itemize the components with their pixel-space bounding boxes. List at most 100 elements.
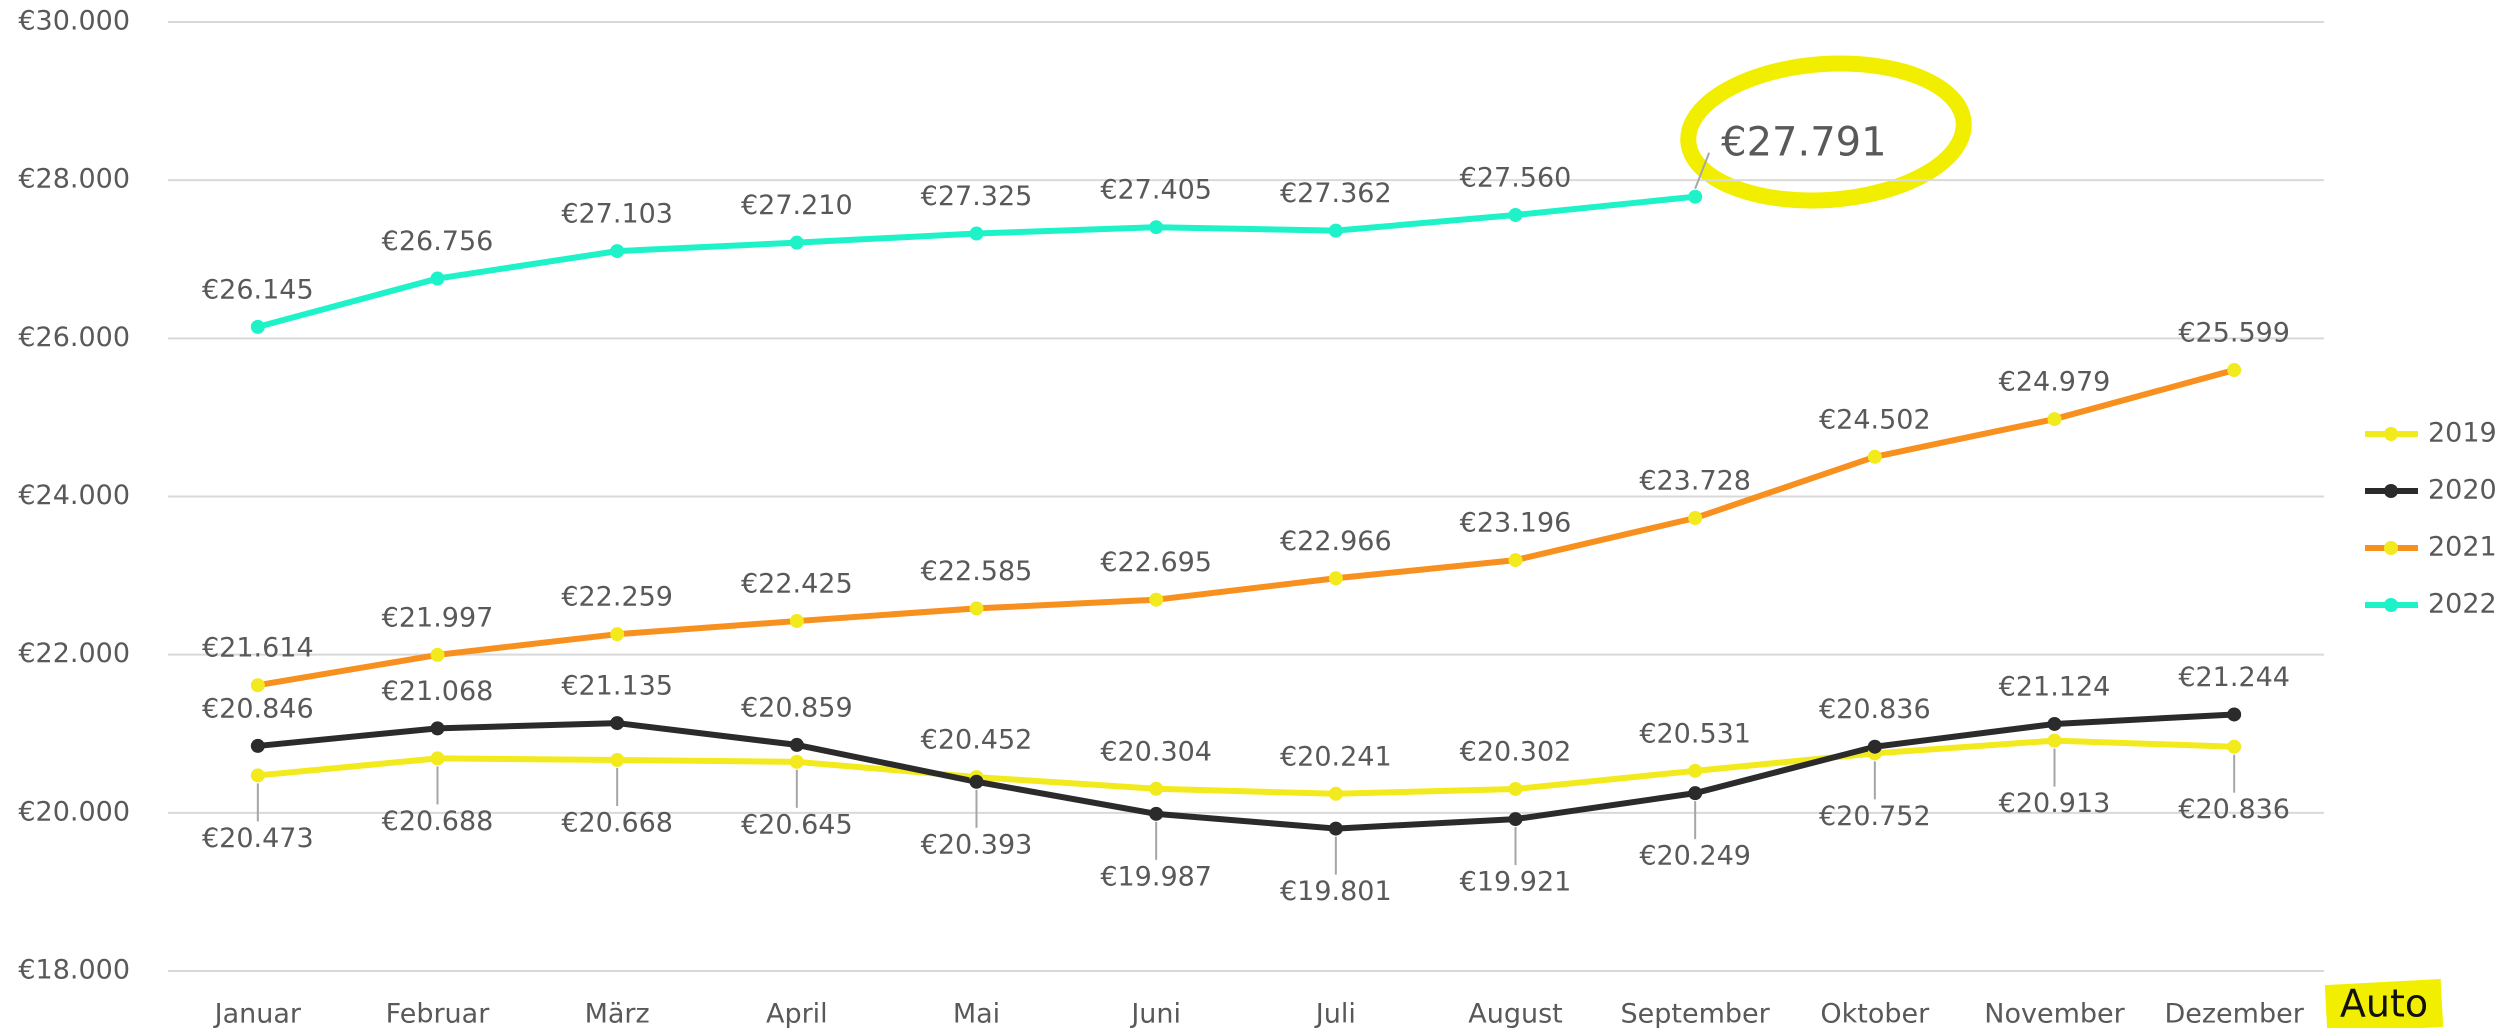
data-point <box>1688 764 1702 778</box>
data-label: €21.124 <box>1999 671 2111 702</box>
data-point <box>251 739 265 753</box>
data-point <box>1329 224 1343 238</box>
data-label: €21.068 <box>382 676 494 707</box>
data-point <box>1509 208 1523 222</box>
data-point <box>1688 511 1702 525</box>
data-point <box>1688 190 1702 204</box>
x-tick-label: April <box>766 999 828 1028</box>
data-point <box>1149 807 1163 821</box>
data-point <box>251 320 265 334</box>
data-point <box>1329 571 1343 585</box>
y-tick-label: €30.000 <box>18 6 130 37</box>
data-label: €25.599 <box>2178 318 2290 349</box>
data-label: €24.979 <box>1999 367 2111 398</box>
data-point <box>431 751 445 765</box>
data-label: €27.210 <box>741 190 853 221</box>
y-tick-label: €20.000 <box>18 796 130 827</box>
data-point <box>1329 787 1343 801</box>
legend-label: 2022 <box>2428 589 2496 620</box>
data-label: €20.859 <box>741 692 853 723</box>
data-label: €27.791 <box>1721 120 1886 166</box>
data-point <box>2048 412 2062 426</box>
data-label: €21.135 <box>561 671 673 702</box>
data-label: €26.145 <box>202 274 314 305</box>
data-point <box>431 721 445 735</box>
series-line <box>258 714 2234 828</box>
data-point <box>2048 734 2062 748</box>
data-label: €20.473 <box>202 823 314 854</box>
x-tick-label: Juni <box>1129 999 1181 1028</box>
data-point <box>2227 363 2241 377</box>
x-tick-label: Oktober <box>1820 999 1930 1028</box>
data-point <box>251 678 265 692</box>
y-tick-label: €28.000 <box>18 164 130 195</box>
data-point <box>790 755 804 769</box>
data-point <box>610 244 624 258</box>
data-label: €19.801 <box>1280 876 1392 907</box>
data-point <box>1688 786 1702 800</box>
y-tick-label: €24.000 <box>18 480 130 511</box>
data-point <box>790 236 804 250</box>
data-label: €27.405 <box>1100 175 1212 206</box>
data-label: €20.452 <box>921 725 1033 756</box>
annotation: Auto <box>2340 982 2428 1026</box>
data-label: €20.531 <box>1639 718 1751 749</box>
data-label: €27.362 <box>1280 178 1392 209</box>
x-tick-label: August <box>1468 999 1563 1028</box>
data-label: €20.645 <box>741 809 853 840</box>
data-label: €27.103 <box>561 199 673 230</box>
data-label: €20.241 <box>1280 741 1392 772</box>
data-point <box>1149 220 1163 234</box>
data-label: €20.913 <box>1999 788 2111 819</box>
legend-marker <box>2384 598 2398 612</box>
data-label: €20.846 <box>202 693 314 724</box>
data-label: €22.425 <box>741 569 853 600</box>
data-label: €20.249 <box>1639 841 1751 872</box>
data-label: €20.752 <box>1819 801 1931 832</box>
legend-label: 2019 <box>2428 418 2496 449</box>
x-tick-label: September <box>1621 999 1771 1028</box>
y-tick-label: €22.000 <box>18 638 130 669</box>
data-label: €20.836 <box>2178 794 2290 825</box>
data-point <box>1329 822 1343 836</box>
data-label: €26.756 <box>382 226 494 257</box>
data-point <box>610 716 624 730</box>
y-tick-label: €18.000 <box>18 955 130 986</box>
data-point <box>1509 553 1523 567</box>
data-point <box>431 648 445 662</box>
data-point <box>2227 707 2241 721</box>
data-label: €21.997 <box>382 602 494 633</box>
data-point <box>610 627 624 641</box>
chart: €18.000€20.000€22.000€24.000€26.000€28.0… <box>0 0 2496 1028</box>
data-point <box>2227 740 2241 754</box>
x-tick-label: März <box>585 999 650 1028</box>
data-label: €20.668 <box>561 808 673 839</box>
legend-marker <box>2384 541 2398 555</box>
data-label: €19.921 <box>1460 867 1572 898</box>
x-tick-label: Februar <box>386 999 491 1028</box>
x-tick-label: Januar <box>213 999 302 1028</box>
x-tick-label: Dezember <box>2164 999 2304 1028</box>
data-point <box>790 614 804 628</box>
x-tick-label: November <box>1984 999 2125 1028</box>
series-line <box>258 741 2234 794</box>
data-label: €27.560 <box>1460 162 1572 193</box>
data-label: €22.259 <box>561 582 673 613</box>
data-point <box>1149 782 1163 796</box>
legend-marker <box>2384 427 2398 441</box>
data-point <box>1868 450 1882 464</box>
data-point <box>970 775 984 789</box>
data-point <box>790 738 804 752</box>
data-label: €19.987 <box>1100 861 1212 892</box>
data-point <box>610 753 624 767</box>
data-point <box>1509 782 1523 796</box>
data-point <box>1149 593 1163 607</box>
data-label: €20.393 <box>921 829 1033 860</box>
data-point <box>431 272 445 286</box>
data-label: €21.244 <box>2178 662 2290 693</box>
data-point <box>1868 740 1882 754</box>
legend-marker <box>2384 484 2398 498</box>
data-point <box>970 227 984 241</box>
series-line <box>258 370 2234 685</box>
data-point <box>1509 812 1523 826</box>
